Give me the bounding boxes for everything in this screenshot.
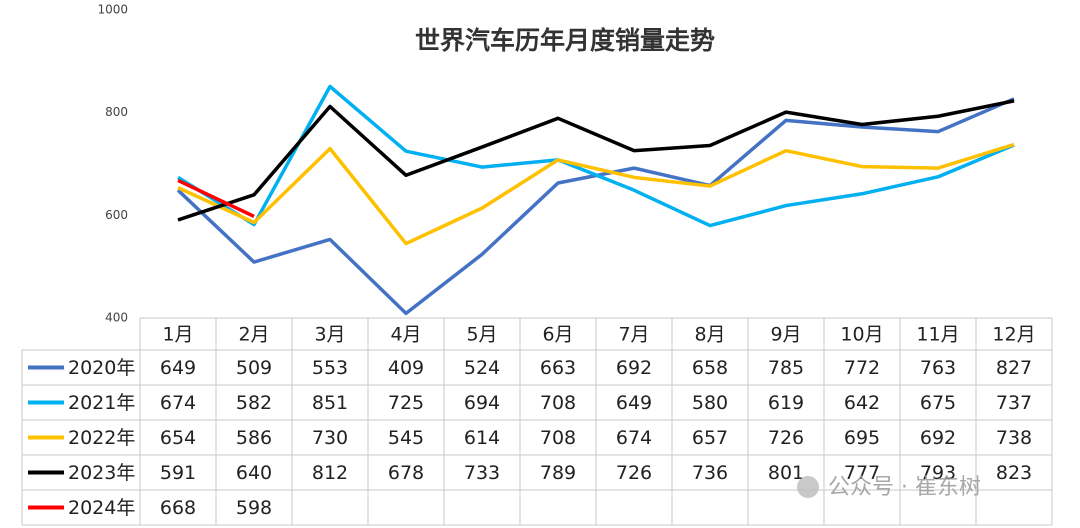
table-value: 642 [844,392,880,414]
table-value: 678 [388,462,424,484]
table-value: 793 [920,462,956,484]
table-value: 708 [540,392,576,414]
x-tick-label: 9月 [770,324,801,346]
table-value: 777 [844,462,880,484]
table-value: 591 [160,462,196,484]
table-value: 789 [540,462,576,484]
table-value: 580 [692,392,728,414]
table-value: 812 [312,462,348,484]
x-tick-label: 5月 [466,324,497,346]
table-value: 708 [540,427,576,449]
table-value: 675 [920,392,956,414]
table-value: 663 [540,357,576,379]
table-value: 586 [236,427,272,449]
x-tick-label: 1月 [162,324,193,346]
table-value: 668 [160,497,196,519]
table-value: 737 [996,392,1032,414]
table-value: 801 [768,462,804,484]
table-value: 785 [768,357,804,379]
table-value: 545 [388,427,424,449]
legend-label: 2020年 [68,357,135,379]
legend-label: 2024年 [68,497,135,519]
table-value: 726 [768,427,804,449]
table-value: 674 [616,427,652,449]
table-value: 695 [844,427,880,449]
table-value: 619 [768,392,804,414]
legend-label: 2022年 [68,427,135,449]
table-value: 733 [464,462,500,484]
series-line [177,84,1015,228]
x-tick-label: 2月 [238,324,269,346]
table-value: 674 [160,392,196,414]
table-value: 772 [844,357,880,379]
y-tick-label: 600 [105,208,128,222]
table-value: 738 [996,427,1032,449]
table-value: 657 [692,427,728,449]
table-value: 649 [160,357,196,379]
table-value: 654 [160,427,196,449]
y-tick-label: 800 [105,105,128,119]
table-value: 614 [464,427,500,449]
table-value: 763 [920,357,956,379]
table-value: 692 [920,427,956,449]
watermark-icon [797,476,819,498]
table-value: 553 [312,357,348,379]
table-value: 851 [312,392,348,414]
x-tick-label: 12月 [992,324,1035,346]
table-value: 409 [388,357,424,379]
series-line [177,99,1015,222]
x-tick-label: 3月 [314,324,345,346]
x-tick-label: 4月 [390,324,421,346]
table-value: 725 [388,392,424,414]
table-value: 582 [236,392,272,414]
watermark: 公众号 · 崔东树 [828,475,981,500]
y-tick-label: 1000 [97,3,128,17]
table-value: 524 [464,357,500,379]
legend-label: 2021年 [68,392,135,414]
table-value: 827 [996,357,1032,379]
table-value: 658 [692,357,728,379]
table-value: 509 [236,357,272,379]
x-tick-label: 10月 [840,324,883,346]
x-tick-label: 8月 [694,324,725,346]
table-value: 823 [996,462,1032,484]
x-tick-label: 7月 [618,324,649,346]
table-value: 598 [236,497,272,519]
table-value: 640 [236,462,272,484]
table-value: 726 [616,462,652,484]
series-line [177,178,255,218]
table-value: 736 [692,462,728,484]
x-tick-label: 11月 [916,324,959,346]
y-tick-label: 400 [105,311,128,325]
chart-title: 世界汽车历年月度销量走势 [415,26,715,55]
legend-label: 2023年 [68,462,135,484]
table-value: 694 [464,392,500,414]
table-value: 730 [312,427,348,449]
x-tick-label: 6月 [542,324,573,346]
table-value: 692 [616,357,652,379]
series-line [177,142,1015,246]
table-value: 649 [616,392,652,414]
